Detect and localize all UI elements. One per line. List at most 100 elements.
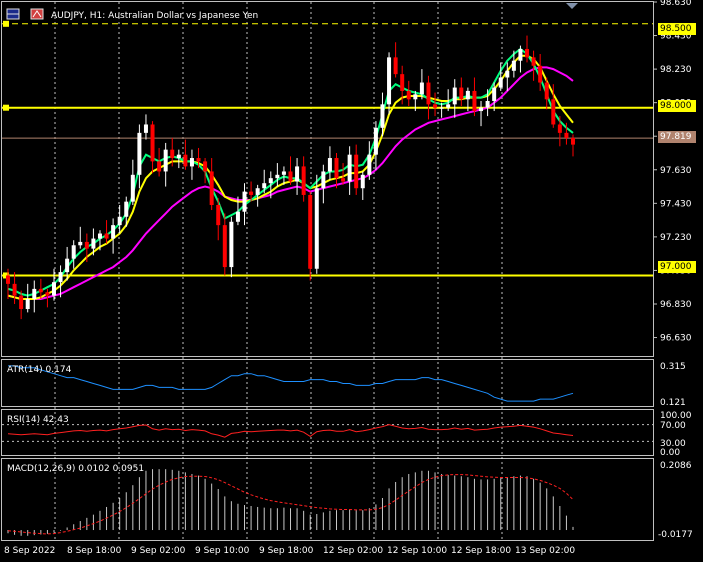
candle-body-78	[518, 48, 523, 61]
candle-body-26	[176, 154, 181, 159]
time-tick-label-6: 12 Sep 10:00	[387, 546, 447, 556]
candle-body-18	[124, 201, 129, 217]
candle-body-10	[71, 245, 76, 259]
candle-body-44	[295, 166, 300, 182]
rsi-line	[7, 424, 574, 438]
chart-title: AUDJPY, H1: Australian Dollar vs Japanes…	[51, 11, 258, 21]
time-tick-label-4: 9 Sep 18:00	[259, 546, 314, 556]
candle-body-48	[321, 171, 326, 189]
candle-body-75	[498, 77, 503, 88]
atr-axis-bottom: 0.121	[660, 398, 686, 408]
candle-body-30	[203, 161, 208, 172]
candle-body-62	[413, 94, 418, 100]
candle-body-63	[419, 82, 424, 95]
candle-body-80	[531, 57, 536, 66]
time-tick-label-2: 9 Sep 02:00	[131, 546, 186, 556]
level-98000-price-tag[interactable]: 98.000	[658, 100, 696, 112]
candle-body-50	[334, 158, 339, 179]
trade-icon-arrow	[32, 10, 42, 18]
candle-body-65	[433, 104, 438, 108]
candle-body-41	[275, 174, 280, 179]
candle-body-74	[492, 87, 497, 101]
atr-axis-top: 0.315	[660, 362, 686, 372]
candle-body-12	[84, 241, 89, 249]
candle-body-4	[32, 288, 37, 299]
candle-body-28	[189, 158, 194, 167]
time-axis: 8 Sep 2022 8 Sep 18:00 9 Sep 02:00 9 Sep 10…	[4, 546, 575, 556]
candle-body-21	[143, 124, 148, 133]
rsi-axis-100: 100.00	[660, 411, 692, 421]
candle-body-20	[137, 132, 142, 175]
main-panel-border	[1, 1, 654, 357]
candle-body-14	[97, 233, 102, 239]
one-click-trade-arrow[interactable]	[566, 3, 578, 9]
macd-indicator	[7, 469, 574, 536]
time-tick-label-3: 9 Sep 10:00	[195, 546, 250, 556]
atr-indicator	[8, 365, 574, 402]
candle-body-2	[19, 295, 24, 310]
candle-body-71	[472, 90, 477, 112]
candle-body-22	[150, 124, 155, 162]
candle-body-72	[479, 107, 484, 112]
price-tick-label-0: 98.630	[660, 0, 692, 8]
candle-body-73	[485, 100, 490, 108]
level-97000-price-tag[interactable]: 97.000	[658, 261, 696, 273]
candle-body-45	[301, 166, 306, 195]
atr-label: ATR(14) 0.174	[7, 365, 72, 375]
candle-body-79	[525, 48, 530, 58]
price-tick-label-1: 98.430	[660, 32, 692, 42]
price-level-handle-1	[3, 104, 9, 111]
candle-body-24	[163, 149, 168, 172]
trade-icon[interactable]	[30, 8, 44, 20]
window-icons[interactable]	[6, 8, 44, 20]
candle-body-86	[571, 137, 575, 145]
candle-body-84	[557, 124, 562, 133]
candle-body-76	[505, 70, 510, 78]
candle-body-82	[544, 82, 549, 100]
candle-body-39	[262, 183, 267, 189]
macd-signal-line	[7, 474, 574, 535]
candlesticks	[6, 35, 575, 320]
candle-body-17	[117, 216, 122, 226]
macd-panel-border	[1, 458, 654, 541]
macd-label: MACD(12,26,9) 0.0102 0.0951	[7, 464, 144, 474]
atr-line	[8, 365, 574, 402]
candle-body-85	[564, 132, 569, 138]
rsi-panel-border	[1, 409, 654, 456]
candle-body-25	[170, 149, 175, 159]
candle-body-46	[308, 194, 313, 269]
candle-body-57	[380, 104, 385, 128]
current-price-tag: 97.819	[658, 131, 696, 143]
candle-body-5	[38, 288, 43, 293]
price-tick-label-2: 98.230	[660, 65, 692, 75]
price-level-lines[interactable]	[2, 20, 653, 279]
candle-body-11	[78, 241, 83, 246]
candle-body-68	[452, 87, 457, 105]
candle-body-38	[255, 188, 260, 195]
macd-axis-top: 0.2086	[660, 461, 692, 471]
candle-body-81	[538, 65, 543, 83]
time-tick-label-1: 8 Sep 18:00	[67, 546, 122, 556]
rsi-indicator	[2, 424, 653, 442]
price-tick-label-6: 97.430	[660, 199, 692, 209]
grid-lines	[54, 2, 503, 540]
candle-body-61	[406, 90, 411, 100]
candle-body-56	[373, 127, 378, 155]
candle-body-31	[209, 171, 214, 206]
rsi-axis-30: 30.00	[660, 439, 686, 449]
candle-body-8	[58, 272, 63, 283]
candle-body-69	[459, 87, 464, 100]
candle-body-40	[268, 178, 273, 184]
candle-body-7	[51, 282, 56, 296]
candle-body-60	[400, 74, 405, 91]
level-98500-price-tag[interactable]: 98.500	[658, 23, 696, 35]
atr-panel-border	[1, 359, 654, 407]
candle-body-35	[235, 211, 240, 222]
candle-body-33	[222, 225, 227, 268]
macd-axis-bottom: -0.0177	[658, 530, 693, 540]
candle-body-3	[25, 298, 30, 310]
candle-body-42	[281, 171, 286, 175]
candle-body-27	[183, 154, 188, 167]
price-tick-label-9: 96.830	[660, 300, 692, 310]
